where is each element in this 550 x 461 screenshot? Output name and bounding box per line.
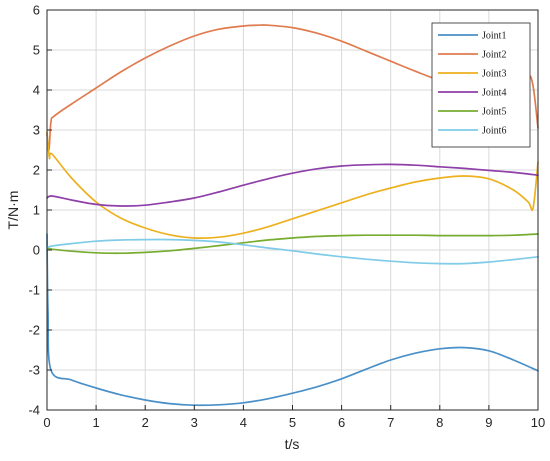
y-tick-label: 3 [33,123,40,138]
x-tick-label: 0 [43,415,50,430]
legend-label-joint4: Joint4 [482,88,506,99]
series-line-joint1 [46,233,539,407]
x-tick-label: 2 [142,415,149,430]
legend-box [431,22,531,148]
y-axis: -4 -3 -2 -1 0 1 2 3 4 5 6 [28,3,52,418]
x-tick-label: 1 [92,415,99,430]
y-tick-label: 6 [33,3,40,18]
series-line-joint4 [46,163,539,207]
x-tick-label: 3 [191,415,198,430]
series-line-joint5 [46,233,539,255]
y-tick-label: 5 [33,43,40,58]
x-tick-label: 8 [436,415,443,430]
x-axis-label: t/s [285,436,300,452]
legend-label-joint6: Joint6 [482,126,506,137]
legend-label-joint1: Joint1 [482,31,506,42]
series-line-joint3 [46,131,539,240]
x-tick-label: 6 [338,415,345,430]
x-tick-label: 9 [485,415,492,430]
y-tick-label: -1 [28,283,40,298]
y-tick-label: 1 [33,203,40,218]
x-tick-label: 5 [289,415,296,430]
y-tick-label: -3 [28,363,40,378]
y-tick-label: 0 [33,243,40,258]
legend-label-joint2: Joint2 [482,50,506,61]
y-axis-label: T/N·m [5,191,21,230]
x-tick-label: 10 [531,415,545,430]
y-tick-label: -2 [28,323,40,338]
y-tick-label: 4 [33,83,40,98]
x-tick-label: 7 [387,415,394,430]
y-tick-label: -4 [28,403,40,418]
legend-label-joint5: Joint5 [482,107,506,118]
x-tick-label: 4 [240,415,247,430]
x-axis: 0 1 2 3 4 5 6 7 8 9 10 [43,405,545,430]
legend: Joint1 Joint2 Joint3 Joint4 Joint5 Joint6 [431,22,531,148]
series-line-joint6 [46,238,539,265]
legend-label-joint3: Joint3 [482,69,506,80]
y-tick-label: 2 [33,163,40,178]
